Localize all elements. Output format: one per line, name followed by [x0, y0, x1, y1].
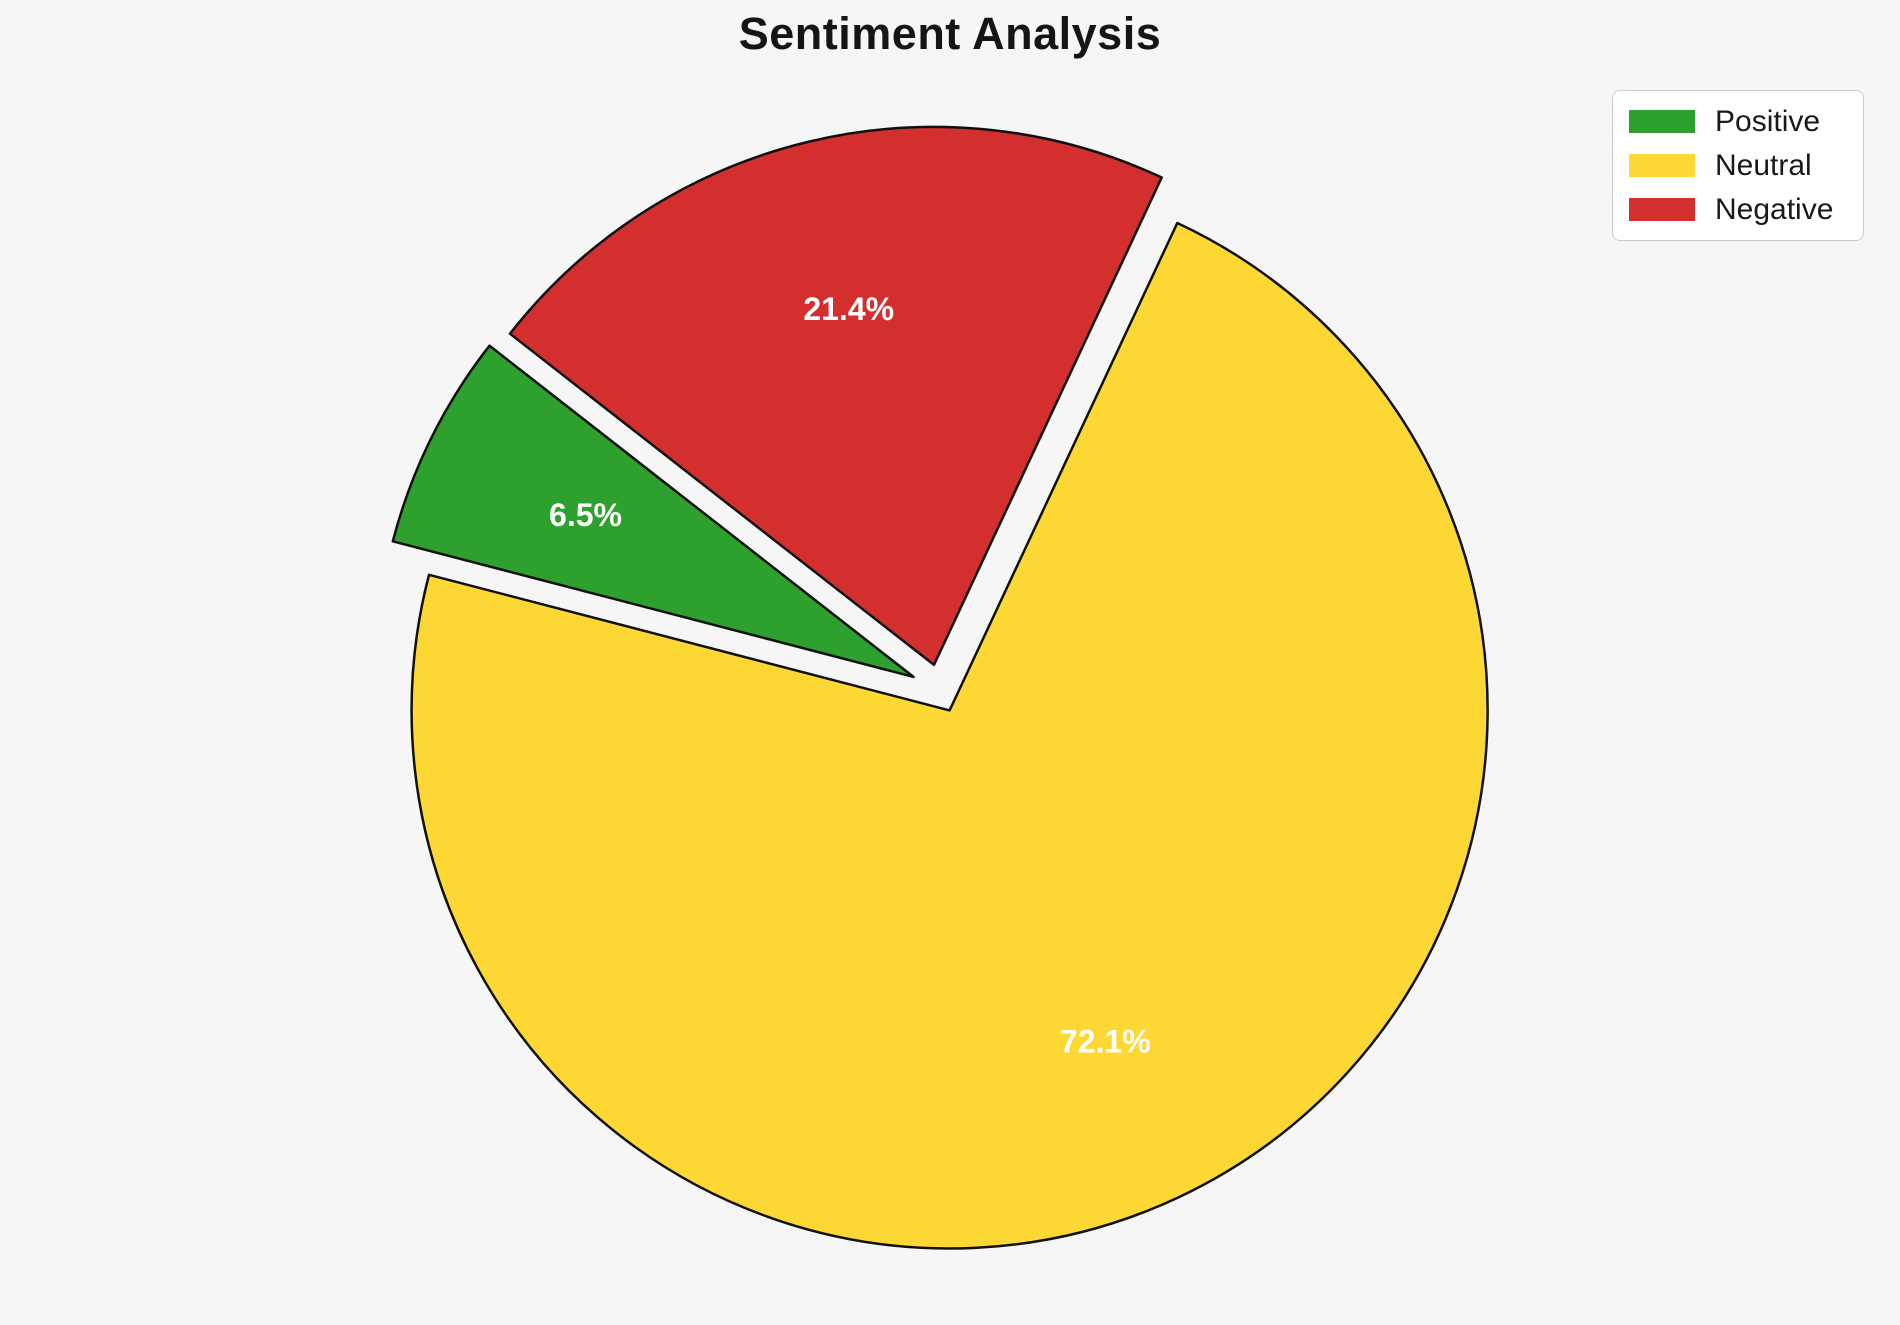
legend-label: Neutral: [1715, 149, 1812, 182]
legend-item-positive: Positive: [1629, 104, 1843, 139]
legend-swatch-negative: [1629, 198, 1695, 221]
legend-swatch-neutral: [1629, 154, 1695, 177]
pie-slice-positive: [391, 344, 915, 679]
legend-label: Positive: [1715, 105, 1821, 138]
slice-percent-label-negative: 21.4%: [803, 291, 894, 327]
legend: Positive Neutral Negative: [1612, 90, 1864, 241]
legend-item-negative: Negative: [1629, 192, 1843, 227]
chart-title: Sentiment Analysis: [738, 8, 1162, 59]
legend-item-neutral: Neutral: [1629, 148, 1843, 183]
pie-slice-negative: [508, 125, 1163, 667]
legend-label: Negative: [1715, 193, 1834, 226]
slice-percent-label-neutral: 72.1%: [1060, 1024, 1151, 1060]
legend-swatch-positive: [1629, 110, 1695, 133]
slice-percent-label-positive: 6.5%: [549, 497, 622, 533]
pie-slice-neutral: [410, 221, 1489, 1250]
